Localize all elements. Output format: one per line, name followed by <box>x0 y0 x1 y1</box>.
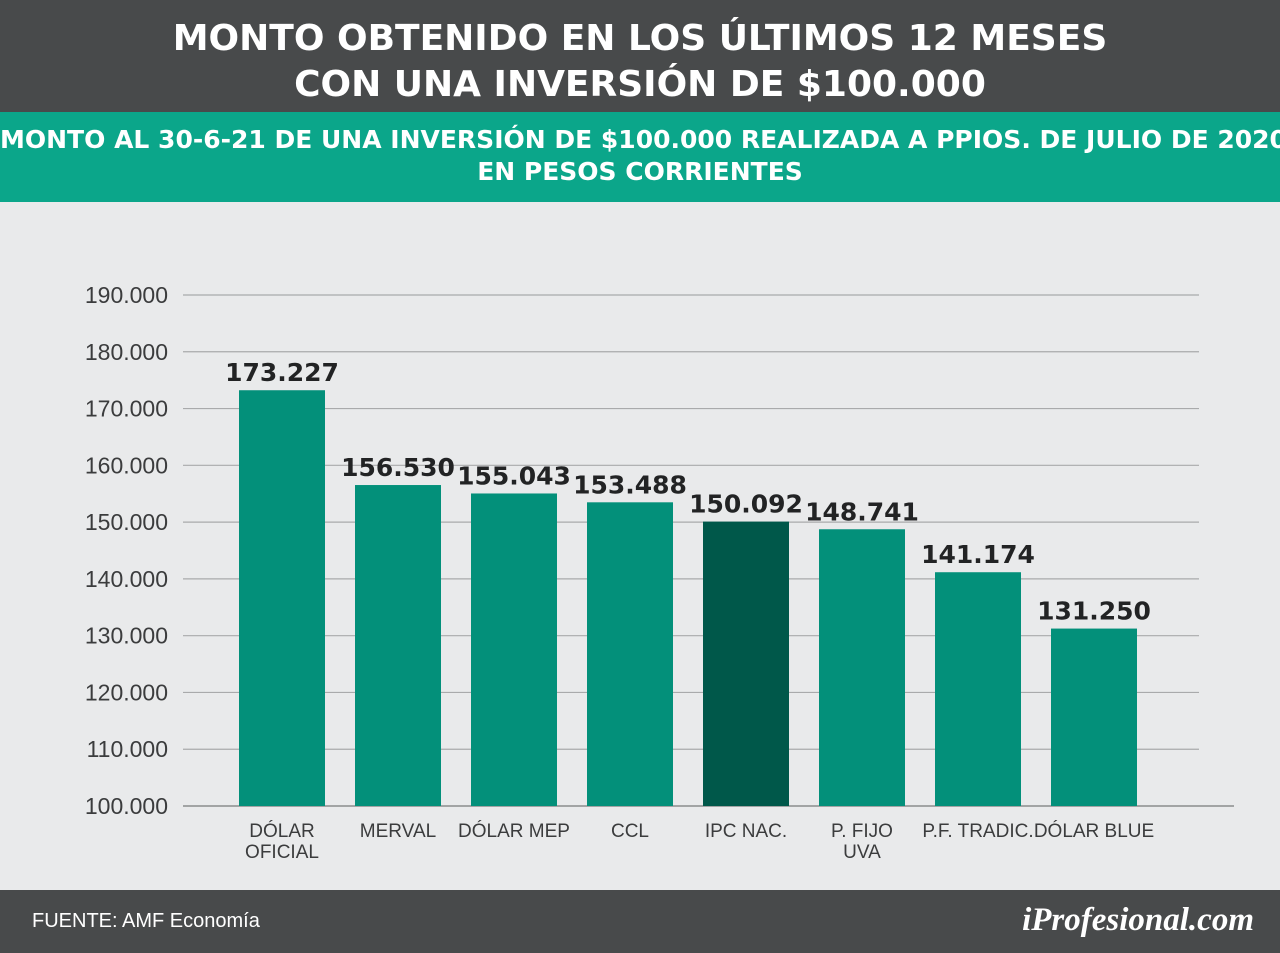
x-tick-label: P. FIJO UVA <box>831 821 893 863</box>
y-tick-label: 130.000 <box>85 623 168 649</box>
iprofesional-logo: iProfesional.com <box>1022 902 1254 938</box>
y-tick-label: 190.000 <box>85 282 168 308</box>
y-tick-label: 100.000 <box>85 793 168 819</box>
bar-value-label: 173.227 <box>225 358 339 387</box>
bar-value-label: 155.043 <box>457 461 571 490</box>
bar-value-label: 131.250 <box>1037 597 1151 626</box>
y-tick-label: 120.000 <box>85 679 168 705</box>
bar-value-label: 156.530 <box>341 453 455 482</box>
header-banner: MONTO OBTENIDO EN LOS ÚLTIMOS 12 MESES C… <box>0 0 1280 112</box>
x-tick-label: MERVAL <box>360 821 436 842</box>
x-axis-ticks: DÓLAR OFICIAL MERVAL DÓLAR MEP CCL IPC NAC. P.… <box>245 820 1154 863</box>
y-tick-label: 110.000 <box>87 736 168 762</box>
subtitle-banner: MONTO AL 30-6-21 DE UNA INVERSIÓN DE $10… <box>0 112 1280 202</box>
bar <box>819 529 905 806</box>
x-tick-label: DÓLAR BLUE <box>1034 820 1154 842</box>
bar <box>239 390 325 806</box>
bars <box>239 390 1137 806</box>
bar-value-label: 150.092 <box>689 490 803 519</box>
y-tick-label: 180.000 <box>85 339 168 365</box>
bar <box>935 572 1021 806</box>
bar-value-label: 148.741 <box>805 497 919 526</box>
y-tick-label: 140.000 <box>85 566 168 592</box>
footer-bar: FUENTE: AMF Economía iProfesional.com <box>0 890 1280 953</box>
x-tick-label: DÓLAR MEP <box>458 820 570 842</box>
x-tick-label: IPC NAC. <box>705 821 787 842</box>
bar <box>471 493 557 806</box>
x-tick-label: CCL <box>611 821 649 842</box>
bar-chart: 100.000 110.000 120.000 130.000 140.000 150.0… <box>85 282 1234 863</box>
bar <box>587 502 673 806</box>
bar-value-label: 153.488 <box>573 470 687 499</box>
y-tick-label: 160.000 <box>85 452 168 478</box>
x-tick-label: DÓLAR OFICIAL <box>245 820 319 863</box>
subtitle-line1: MONTO AL 30-6-21 DE UNA INVERSIÓN DE $10… <box>0 125 1280 154</box>
subtitle-line2: EN PESOS CORRIENTES <box>477 157 803 186</box>
chart-title-line2: CON UNA INVERSIÓN DE $100.000 <box>294 64 986 105</box>
y-tick-label: 150.000 <box>85 509 168 535</box>
bar <box>1051 628 1137 806</box>
y-tick-label: 170.000 <box>85 396 168 422</box>
chart-title-line1: MONTO OBTENIDO EN LOS ÚLTIMOS 12 MESES <box>172 18 1108 59</box>
bar <box>703 521 789 806</box>
grid-lines <box>183 294 1234 807</box>
bar <box>355 485 441 806</box>
y-axis-ticks: 100.000 110.000 120.000 130.000 140.000 150.0… <box>85 282 168 819</box>
source-note: FUENTE: AMF Economía <box>32 910 260 932</box>
bar-value-label: 141.174 <box>921 540 1035 569</box>
x-tick-label: P.F. TRADIC. <box>922 821 1033 842</box>
